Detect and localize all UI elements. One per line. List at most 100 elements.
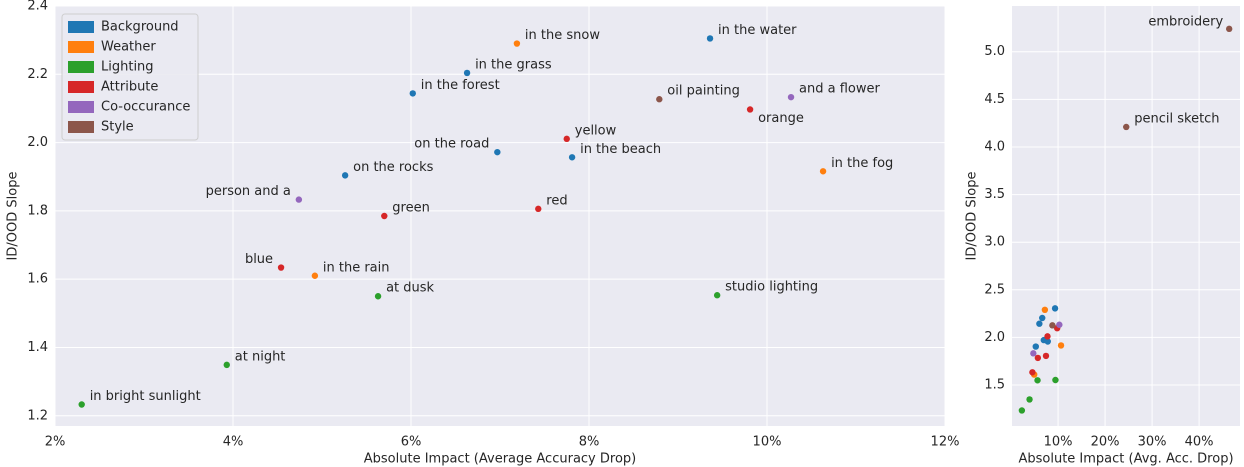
y-tick-label: 3.5 — [984, 187, 1005, 202]
point-label: in the snow — [525, 28, 600, 43]
point-label: in the beach — [580, 142, 661, 157]
point — [277, 264, 285, 271]
legend-swatch — [68, 41, 94, 53]
x-tick-label: 10% — [1044, 435, 1073, 450]
plot-area — [1012, 6, 1240, 426]
point — [1123, 123, 1130, 131]
point — [1057, 342, 1065, 349]
x-tick-label: 2% — [45, 435, 66, 450]
x-tick-label: 40% — [1185, 435, 1214, 450]
legend-label: Co-occurance — [101, 100, 190, 115]
point-label: oil painting — [667, 84, 740, 99]
point-label: orange — [758, 111, 804, 126]
y-tick-label: 1.4 — [27, 340, 48, 355]
point — [1225, 25, 1233, 33]
point-label: blue — [245, 252, 273, 267]
point — [706, 35, 714, 42]
point-label: in bright sunlight — [90, 389, 201, 404]
point — [1036, 320, 1043, 327]
point-label: at dusk — [386, 281, 434, 296]
x-axis-label: Absolute Impact (Avg. Acc. Drop) — [1018, 452, 1233, 467]
point — [374, 293, 382, 300]
point — [1018, 407, 1026, 414]
point-label: red — [546, 193, 567, 208]
point-label: on the rocks — [353, 160, 433, 175]
point-label: pencil sketch — [1134, 111, 1219, 126]
point — [78, 401, 85, 408]
point — [1042, 352, 1050, 360]
point — [1034, 377, 1041, 384]
x-axis-label: Absolute Impact (Average Accuracy Drop) — [364, 452, 636, 467]
legend-swatch — [68, 101, 94, 113]
x-tick-label: 30% — [1138, 435, 1167, 450]
point — [787, 93, 795, 101]
point — [1049, 322, 1056, 329]
point — [568, 154, 576, 161]
x-tick-label: 8% — [579, 435, 600, 450]
point-label: in the fog — [831, 156, 893, 171]
point — [341, 172, 349, 179]
point — [1039, 314, 1046, 322]
point-label: in the grass — [475, 57, 552, 72]
point-label: embroidery — [1148, 14, 1223, 29]
legend-swatch — [68, 81, 94, 93]
point-label: in the water — [718, 23, 797, 38]
point — [563, 135, 570, 143]
point — [381, 212, 388, 220]
point — [513, 40, 521, 47]
x-tick-label: 4% — [223, 435, 244, 450]
point-label: green — [392, 201, 430, 216]
point — [1032, 343, 1039, 350]
legend-swatch — [68, 21, 94, 33]
y-tick-label: 5.0 — [984, 44, 1005, 59]
point — [535, 205, 542, 213]
point — [1030, 350, 1037, 357]
x-tick-label: 20% — [1091, 435, 1120, 450]
point — [311, 272, 319, 279]
legend-label: Weather — [101, 40, 156, 55]
point — [1051, 305, 1059, 312]
y-tick-label: 3.0 — [984, 235, 1005, 250]
point — [463, 69, 471, 77]
y-tick-label: 1.2 — [27, 408, 48, 423]
legend-label: Style — [101, 120, 134, 135]
point — [1044, 333, 1051, 340]
y-tick-label: 2.2 — [27, 67, 48, 82]
point-label: at night — [235, 349, 286, 364]
y-tick-label: 4.5 — [984, 92, 1005, 107]
point — [1056, 321, 1063, 328]
x-tick-label: 10% — [753, 435, 782, 450]
point — [295, 196, 303, 203]
legend-label: Lighting — [101, 60, 154, 75]
legend-label: Attribute — [101, 80, 158, 95]
point — [1034, 354, 1042, 362]
point — [1041, 306, 1049, 314]
point-label: in the forest — [421, 78, 500, 93]
point — [1052, 376, 1059, 384]
point-label: in the rain — [323, 260, 390, 275]
y-tick-label: 2.4 — [27, 0, 48, 14]
y-axis-label: ID/OOD Slope — [6, 172, 21, 261]
point — [713, 292, 721, 299]
legend-label: Background — [101, 20, 179, 35]
legend-box — [61, 13, 199, 141]
legend-swatch — [68, 121, 94, 133]
point — [656, 96, 663, 103]
point — [409, 90, 416, 97]
y-tick-label: 2.0 — [984, 330, 1005, 345]
legend-swatch — [68, 61, 94, 73]
point-label: and a flower — [799, 82, 880, 97]
legend: Background Weather Lighting Attribute Co-occ… — [61, 13, 199, 141]
point-label: yellow — [575, 123, 617, 138]
y-tick-label: 4.0 — [984, 139, 1005, 154]
point — [1029, 369, 1036, 376]
point-label: studio lighting — [725, 280, 818, 295]
y-axis-label: ID/OOD Slope — [965, 172, 980, 261]
y-tick-label: 1.5 — [984, 378, 1005, 393]
y-tick-label: 1.6 — [27, 272, 48, 287]
x-tick-label: 6% — [401, 435, 422, 450]
x-tick-label: 12% — [931, 435, 960, 450]
point-label: on the road — [414, 137, 489, 152]
point — [819, 168, 827, 175]
